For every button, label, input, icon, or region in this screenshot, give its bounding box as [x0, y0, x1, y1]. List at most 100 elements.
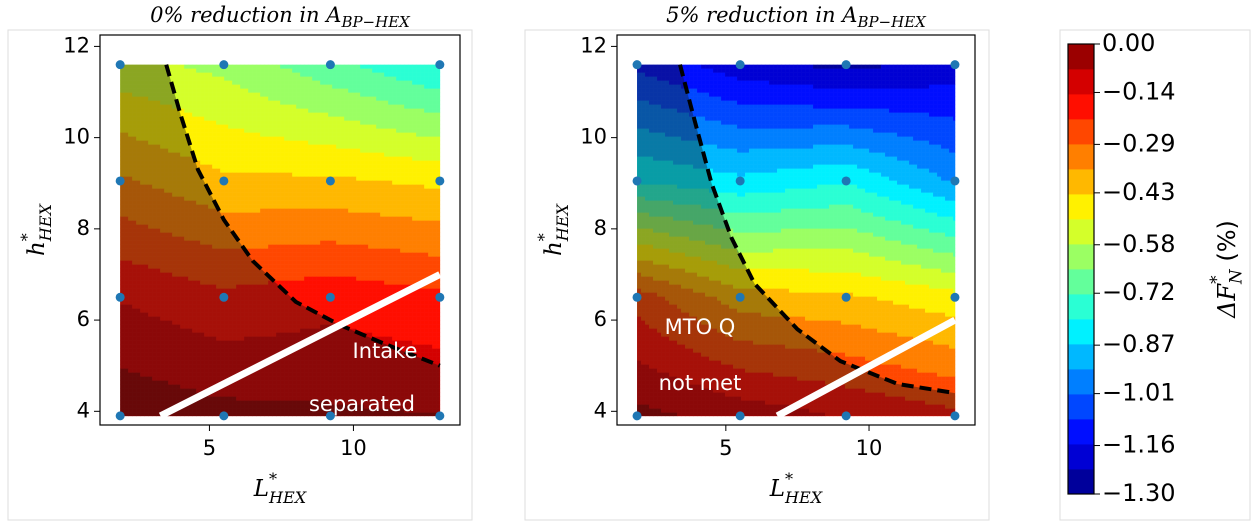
contour-cell [300, 104, 305, 109]
contour-cell [408, 248, 413, 253]
contour-cell [284, 88, 289, 93]
contour-cell [436, 160, 441, 165]
contour-cell [372, 224, 377, 229]
contour-cell [284, 260, 289, 265]
contour-cell [148, 232, 153, 237]
contour-cell [248, 132, 253, 137]
contour-cell [136, 232, 141, 237]
contour-cell [428, 160, 433, 165]
contour-cell [276, 248, 281, 253]
contour-cell [176, 64, 181, 69]
contour-cell [160, 268, 165, 273]
contour-cell [160, 200, 165, 205]
contour-cell [276, 72, 281, 77]
contour-cell [208, 116, 213, 121]
contour-cell [400, 272, 405, 277]
contour-cell [424, 240, 429, 245]
contour-cell [204, 76, 209, 81]
contour-cell [280, 264, 285, 269]
contour-cell [172, 264, 177, 269]
contour-cell [280, 304, 285, 309]
contour-cell [248, 92, 253, 97]
contour-cell [224, 192, 229, 197]
contour-cell [244, 268, 249, 273]
contour-cell [220, 92, 225, 97]
contour-cell [272, 208, 277, 213]
contour-cell [256, 152, 261, 157]
contour-cell [164, 148, 169, 153]
contour-cell [400, 300, 405, 305]
contour-cell [412, 64, 417, 69]
contour-cell [312, 148, 317, 153]
contour-cell [252, 220, 257, 225]
contour-cell [236, 224, 241, 229]
contour-cell [264, 208, 269, 213]
contour-cell [240, 152, 245, 157]
contour-cell [332, 236, 337, 241]
contour-cell [336, 152, 341, 157]
contour-cell [180, 176, 185, 181]
contour-cell [344, 152, 349, 157]
contour-cell [412, 204, 417, 209]
contour-cell [424, 120, 429, 125]
contour-cell [400, 96, 405, 101]
contour-cell [252, 84, 257, 89]
contour-cell [372, 272, 377, 277]
contour-cell [180, 224, 185, 229]
contour-cell [152, 224, 157, 229]
contour-cell [144, 224, 149, 229]
contour-cell [128, 124, 133, 129]
contour-cell [412, 132, 417, 137]
contour-cell [196, 292, 201, 297]
contour-cell [300, 172, 305, 177]
contour-cell [428, 128, 433, 133]
contour-cell [360, 180, 365, 185]
contour-cell [292, 224, 297, 229]
contour-cell [304, 176, 309, 181]
contour-cell [216, 232, 221, 237]
contour-cell [148, 72, 153, 77]
contour-cell [140, 180, 145, 185]
contour-cell [276, 108, 281, 113]
contour-cell [268, 260, 273, 265]
contour-cell [176, 216, 181, 221]
contour-cell [432, 88, 437, 93]
contour-cell [144, 288, 149, 293]
contour-cell [164, 152, 169, 157]
contour-cell [136, 116, 141, 121]
contour-cell [260, 88, 265, 93]
contour-cell [300, 256, 305, 261]
contour-cell [364, 176, 369, 181]
contour-cell [336, 244, 341, 249]
contour-cell [296, 244, 301, 249]
contour-cell [364, 220, 369, 225]
contour-cell [340, 248, 345, 253]
contour-cell [360, 268, 365, 273]
contour-cell [368, 288, 373, 293]
contour-cell [336, 256, 341, 261]
contour-cell [248, 292, 253, 297]
contour-cell [152, 264, 157, 269]
contour-cell [436, 208, 441, 213]
contour-cell [128, 160, 133, 165]
contour-cell [200, 92, 205, 97]
contour-cell [296, 248, 301, 253]
contour-cell [244, 216, 249, 221]
contour-cell [308, 300, 313, 305]
contour-cell [408, 224, 413, 229]
contour-cell [336, 260, 341, 265]
contour-cell [428, 304, 433, 309]
contour-cell [352, 64, 357, 69]
contour-cell [432, 112, 437, 117]
contour-cell [184, 184, 189, 189]
contour-cell [156, 232, 161, 237]
contour-cell [276, 184, 281, 189]
contour-cell [400, 200, 405, 205]
contour-cell [180, 144, 185, 149]
contour-cell [248, 200, 253, 205]
contour-cell [200, 256, 205, 261]
contour-cell [328, 100, 333, 105]
contour-cell [248, 220, 253, 225]
contour-cell [288, 120, 293, 125]
contour-cell [156, 100, 161, 105]
